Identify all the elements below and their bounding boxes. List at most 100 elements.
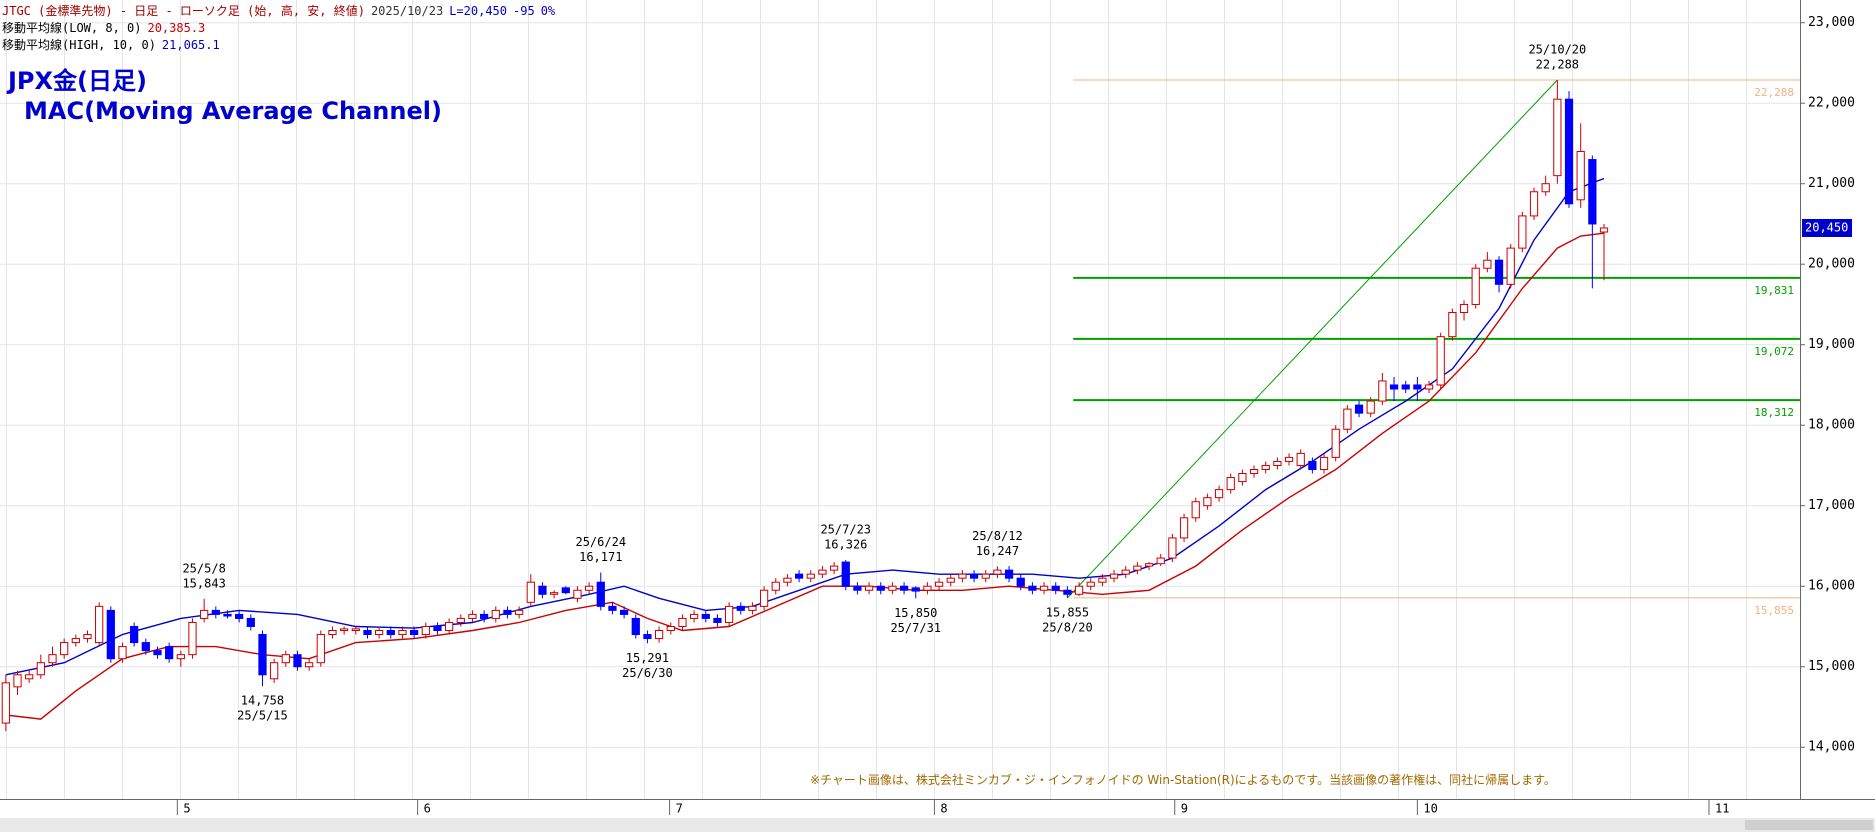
legend-value: 21,065.1 <box>161 38 220 52</box>
candle-body <box>328 630 337 636</box>
candle-body <box>1004 569 1014 579</box>
candle-body <box>666 625 675 632</box>
candle-body <box>1098 577 1107 583</box>
candle-body <box>748 605 757 611</box>
y-tick-label: 21,000 <box>1808 176 1855 191</box>
annotation-price: 22,288 <box>1536 58 1579 72</box>
candle-body <box>596 581 605 607</box>
candle-body <box>445 621 454 632</box>
annotation-date: 25/6/30 <box>622 666 673 680</box>
candle-body <box>678 617 687 627</box>
candle-body <box>480 613 489 619</box>
candle-body <box>1016 577 1025 587</box>
title-block: JPX金(日足) MAC(Moving Average Channel) <box>8 66 442 126</box>
candle-body <box>1378 380 1387 402</box>
candle-body <box>701 613 710 619</box>
candle-body <box>1483 259 1492 269</box>
candle-body <box>1354 404 1364 414</box>
last-price-label: 20,450 <box>1805 220 1848 234</box>
candle-body <box>340 628 349 632</box>
candle-body <box>1588 159 1597 225</box>
y-tick-label: 18,000 <box>1808 418 1855 433</box>
annotation-price: 16,171 <box>579 550 622 564</box>
candle-body <box>724 605 734 623</box>
candle-body <box>316 634 325 664</box>
candle-body <box>235 613 244 619</box>
x-tick-label: 9 <box>1181 802 1188 816</box>
legend-name: 移動平均線(HIGH, 10, 0) <box>2 38 156 52</box>
candle-body <box>806 573 815 579</box>
candle-body <box>106 609 115 660</box>
candle-body <box>1436 336 1445 386</box>
candle-body <box>818 569 827 575</box>
candle-body <box>689 613 699 619</box>
candle-body <box>1564 98 1574 205</box>
legend-value: 20,385.3 <box>147 21 206 35</box>
candle-body <box>1273 460 1282 466</box>
candle-body <box>876 585 885 591</box>
footnote: ※チャート画像は、株式会社ミンカブ・ジ・インフォノイドの Win-Station… <box>810 773 1556 787</box>
change-pct: 0% <box>540 4 556 18</box>
candle-body <box>1343 408 1352 430</box>
annotation-date: 25/5/8 <box>182 561 225 575</box>
candle-body <box>1518 215 1527 249</box>
candle-body <box>1553 98 1562 177</box>
annotation-date: 25/6/24 <box>575 535 626 549</box>
candle-body <box>1203 497 1212 507</box>
candle-body <box>1459 303 1469 314</box>
x-tick-label: 8 <box>940 802 947 816</box>
chart-subtitle: MAC(Moving Average Channel) <box>24 97 442 125</box>
candle-body <box>1494 259 1504 285</box>
candle-body <box>549 592 559 595</box>
candle-body <box>783 577 792 583</box>
candle-body <box>1109 573 1119 579</box>
y-tick-label: 16,000 <box>1808 579 1855 594</box>
candle-body <box>468 613 477 619</box>
candle-body <box>1156 557 1165 565</box>
annotation-date: 25/7/31 <box>890 621 941 635</box>
candle-body <box>1576 151 1585 201</box>
candle-body <box>1051 585 1060 591</box>
candle-body <box>1249 468 1259 475</box>
instrument: JTGC (金標準先物) - 日足 - ローソク足 (始, 高, 安, 終値) <box>2 4 365 18</box>
candle-body <box>1471 267 1480 305</box>
candle-body <box>1448 312 1457 338</box>
candle-body <box>923 585 932 591</box>
candle-body <box>118 646 127 660</box>
candle-body <box>958 573 967 579</box>
level-label: 19,831 <box>1754 284 1794 297</box>
candle-body <box>888 585 897 591</box>
candle-body <box>1308 460 1317 470</box>
candle-body <box>1284 456 1294 462</box>
candle-body <box>981 573 990 579</box>
candle-body <box>1144 563 1154 567</box>
y-tick-label: 22,000 <box>1808 96 1855 111</box>
candle-body <box>71 638 80 644</box>
candle-body <box>1086 581 1095 587</box>
candle-body <box>1028 585 1037 591</box>
level-label: 19,072 <box>1754 345 1794 358</box>
candle-body <box>363 630 372 636</box>
candle-body <box>211 609 220 615</box>
scroll-thumb[interactable] <box>1745 820 1873 830</box>
candle-body <box>759 589 769 607</box>
candle-body <box>969 573 979 579</box>
candle-body <box>1133 565 1142 571</box>
legend-name: 移動平均線(LOW, 8, 0) <box>2 21 142 35</box>
candle-body <box>1191 501 1200 519</box>
candle-body <box>433 625 442 632</box>
candle-body <box>351 628 360 632</box>
annotation-date: 25/10/20 <box>1528 43 1586 57</box>
last: L=20,450 <box>449 4 507 18</box>
y-tick-label: 17,000 <box>1808 498 1855 513</box>
candle-body <box>1541 183 1550 193</box>
candle-body <box>95 605 104 644</box>
candle-body <box>1506 247 1515 285</box>
y-tick-label: 19,000 <box>1808 337 1855 352</box>
candle-body <box>1529 191 1539 217</box>
candle-body <box>619 609 629 615</box>
candle-body <box>1401 384 1410 390</box>
scrollbar[interactable] <box>0 818 1875 832</box>
candle-body <box>456 617 465 623</box>
